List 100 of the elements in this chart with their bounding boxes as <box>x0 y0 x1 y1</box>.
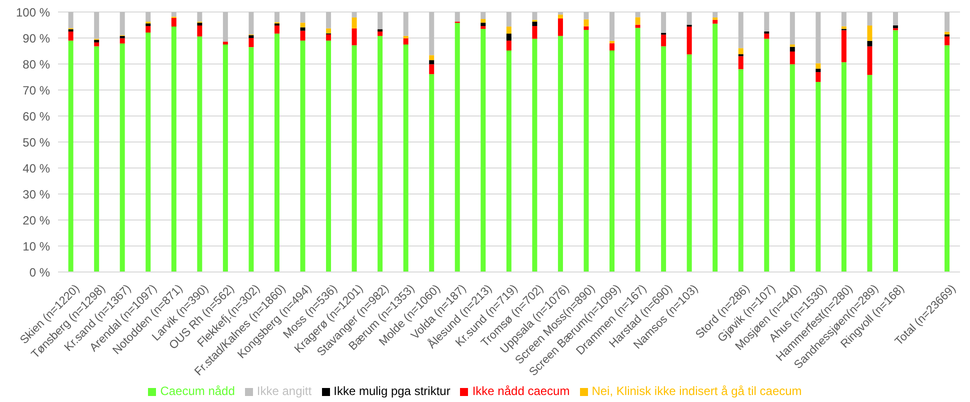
bar <box>171 12 176 17</box>
bar <box>146 12 151 22</box>
bar <box>146 26 151 33</box>
bar <box>454 22 460 272</box>
bar <box>816 12 821 64</box>
bar <box>326 40 332 272</box>
bar <box>300 22 306 28</box>
bar <box>506 50 512 272</box>
y-tick-label: 50 % <box>22 135 50 150</box>
bar <box>841 12 846 26</box>
bar <box>712 12 718 18</box>
y-tick-label: 70 % <box>22 83 50 98</box>
bar <box>68 40 74 272</box>
bar <box>274 26 280 34</box>
bar <box>197 26 202 36</box>
bar <box>352 12 357 18</box>
bar <box>248 12 254 34</box>
y-tick-label: 10 % <box>22 239 50 254</box>
bar <box>764 38 770 272</box>
bar <box>68 12 74 28</box>
bar <box>378 36 383 272</box>
bar <box>686 12 692 25</box>
bar <box>816 68 821 72</box>
bar <box>661 34 666 46</box>
bar <box>841 62 846 272</box>
bar <box>610 12 615 41</box>
bar <box>867 40 872 46</box>
bar <box>300 12 306 23</box>
bar <box>120 38 125 44</box>
bar <box>661 46 666 272</box>
bar <box>558 12 563 15</box>
bar <box>944 32 950 34</box>
bar <box>738 69 744 272</box>
bar <box>686 26 692 54</box>
bar <box>222 44 228 272</box>
bar <box>378 12 383 30</box>
bar <box>867 26 872 41</box>
bar <box>584 30 589 272</box>
bar <box>480 19 486 23</box>
bar <box>944 45 950 272</box>
bar <box>610 43 615 50</box>
bar <box>558 18 563 36</box>
bar <box>454 12 460 22</box>
bar <box>584 12 589 20</box>
bar <box>506 40 512 50</box>
bar <box>120 43 125 272</box>
bar <box>480 28 486 272</box>
bar <box>197 22 202 26</box>
bar <box>738 48 744 54</box>
bar <box>764 34 770 39</box>
bar <box>635 12 640 18</box>
bar <box>816 72 821 82</box>
bar <box>712 17 718 20</box>
bar <box>944 12 950 32</box>
bar <box>635 28 640 272</box>
bar <box>738 56 744 70</box>
bar <box>841 26 846 29</box>
legend-label: Nei, Klinisk ikke indisert å gå til caecum <box>592 384 802 398</box>
bar <box>506 26 512 34</box>
bar <box>326 28 332 34</box>
bar <box>635 17 640 25</box>
bar <box>352 17 357 28</box>
bar <box>584 19 589 26</box>
bar <box>378 32 383 36</box>
bar <box>222 12 228 42</box>
bar <box>248 38 254 48</box>
bar <box>790 46 795 52</box>
bar <box>429 60 434 64</box>
y-tick-label: 40 % <box>22 161 50 176</box>
bar <box>790 52 795 64</box>
bar <box>480 26 486 29</box>
bar <box>248 35 254 38</box>
bar <box>532 26 538 39</box>
bar <box>867 46 872 75</box>
bar <box>867 74 872 272</box>
bar <box>403 44 408 272</box>
bar <box>532 22 538 26</box>
bar <box>94 12 100 39</box>
bar <box>197 36 202 272</box>
bar <box>558 36 563 272</box>
bar <box>841 30 846 62</box>
bar <box>326 34 332 41</box>
bar <box>429 55 434 60</box>
bar <box>94 42 100 46</box>
bar <box>300 40 306 272</box>
y-tick-label: 80 % <box>22 57 50 72</box>
bar <box>352 28 357 46</box>
bar <box>274 23 280 26</box>
bar <box>300 30 306 41</box>
bar <box>480 22 486 26</box>
bar <box>532 38 538 272</box>
bar <box>558 14 563 18</box>
bar <box>274 34 280 272</box>
bar <box>403 36 408 38</box>
legend-label: Ikke nådd caecum <box>472 384 570 398</box>
bar <box>248 47 254 272</box>
y-tick-label: 0 % <box>29 265 50 280</box>
bar <box>326 12 332 28</box>
bar <box>197 12 202 22</box>
bar <box>429 74 434 272</box>
